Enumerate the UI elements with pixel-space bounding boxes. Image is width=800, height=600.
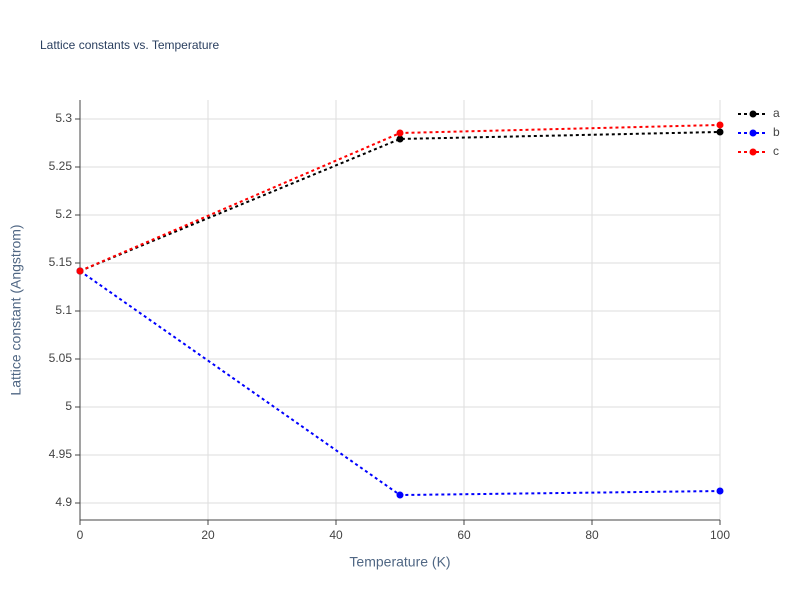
series-line xyxy=(79,123,721,272)
y-tick-label: 4.95 xyxy=(49,447,73,461)
y-tick-label: 4.9 xyxy=(55,495,72,509)
point xyxy=(76,267,84,275)
legend-marker xyxy=(749,129,757,137)
legend-label: c xyxy=(773,144,779,158)
point xyxy=(716,121,724,129)
x-tick-label: 20 xyxy=(201,528,215,542)
x-axis-title: Temperature (K) xyxy=(349,554,450,570)
chart-title: Lattice constants vs. Temperature xyxy=(40,38,220,52)
point xyxy=(396,135,404,143)
point xyxy=(716,487,724,495)
y-tick-label: 5.3 xyxy=(55,111,72,125)
x-tick-label: 40 xyxy=(329,528,343,542)
point xyxy=(716,128,724,136)
y-tick-label: 5.2 xyxy=(55,207,72,221)
x-tick-label: 60 xyxy=(457,528,471,542)
y-tick-label: 5.05 xyxy=(49,351,73,365)
series-line xyxy=(79,270,721,497)
y-axis-title: Lattice constant (Angstrom) xyxy=(8,224,24,395)
point xyxy=(396,491,404,499)
y-tick-label: 5.25 xyxy=(49,159,73,173)
y-tick-label: 5 xyxy=(65,399,72,413)
legend-label: b xyxy=(773,125,780,139)
point xyxy=(396,129,404,137)
y-tick-label: 5.1 xyxy=(55,303,72,317)
x-tick-label: 0 xyxy=(77,528,84,542)
legend-marker xyxy=(749,110,757,118)
legend-label: a xyxy=(773,106,780,120)
legend-marker xyxy=(749,148,757,156)
x-tick-label: 80 xyxy=(585,528,599,542)
x-tick-label: 100 xyxy=(710,528,730,542)
series-line xyxy=(79,130,721,272)
y-tick-label: 5.15 xyxy=(49,255,73,269)
